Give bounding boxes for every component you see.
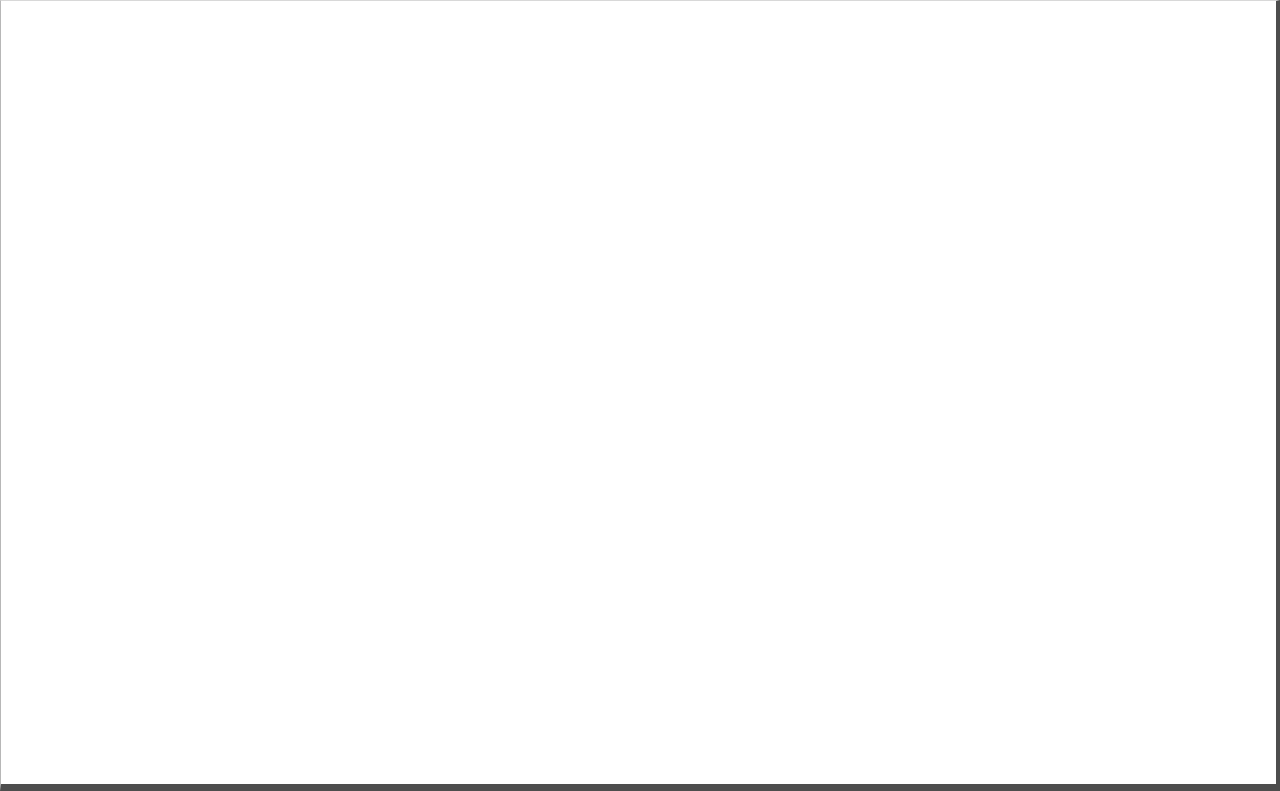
- legend-swatch-icon: [91, 695, 102, 707]
- legend-label: Wohnungen insgesamt: [307, 694, 445, 708]
- bar: [655, 265, 790, 652]
- legend-item[interactable]: Wohnungen insgesamt: [288, 694, 445, 708]
- bar: [520, 281, 655, 652]
- x-tick-label: 1961: [640, 655, 670, 669]
- x-tick-group-separator: [857, 653, 858, 659]
- bars-layer: [137, 198, 1174, 652]
- legend-label: Wohngebäude insgesamt: [110, 694, 263, 708]
- legend-swatch-icon: [288, 695, 300, 707]
- x-tick-label: 1950: [257, 655, 287, 669]
- chart-legend: Wohngebäude insgesamt Wohnungen insgesamt: [81, 689, 455, 713]
- legend-item[interactable]: Wohngebäude insgesamt: [91, 694, 262, 708]
- x-tick-group-separator: [474, 653, 475, 659]
- bar: [137, 281, 272, 652]
- x-axis-line: [69, 652, 1233, 653]
- bar: [904, 202, 1039, 652]
- x-tick-label: 1968: [1024, 655, 1054, 669]
- bar: [272, 277, 407, 652]
- bar: [1039, 198, 1174, 652]
- footnote-datasource: Datenquelle: Statistisches Landesamt Bad…: [81, 753, 423, 767]
- footnote-methodology: Ergebnisse der Gebäude- und Wohnungszähl…: [81, 727, 835, 741]
